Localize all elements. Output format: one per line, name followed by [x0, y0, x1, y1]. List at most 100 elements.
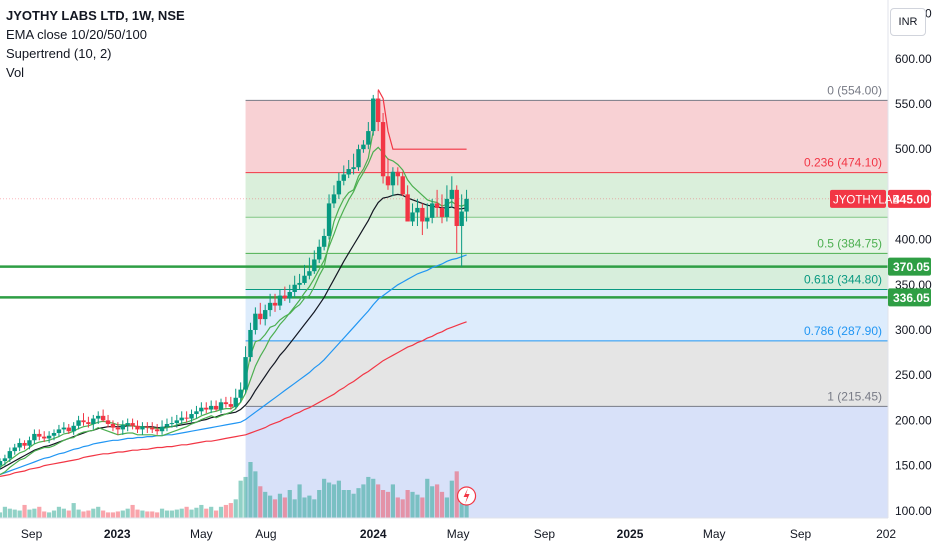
time-axis-tick-label: 2023 [104, 527, 131, 541]
candle-body [194, 411, 199, 415]
lightning-bolt-glyph [463, 488, 470, 504]
volume-bar [248, 462, 253, 518]
fib-zone-0 [245, 100, 889, 173]
candle-body [12, 447, 17, 452]
candle-body [400, 176, 405, 195]
volume-bar [361, 484, 366, 518]
volume-bar [272, 499, 278, 518]
candle-body [390, 171, 396, 186]
candle-body [22, 442, 27, 446]
volume-bar [439, 491, 445, 518]
currency-button[interactable]: INR [890, 8, 926, 36]
volume-bar [42, 511, 47, 518]
volume-bar [189, 509, 194, 518]
volume-bar [110, 512, 116, 518]
volume-bar [410, 491, 415, 518]
volume-bar [218, 506, 224, 518]
candle-body [71, 425, 76, 432]
volume-bar [253, 471, 258, 518]
support-price-tag-label-1: 336.05 [893, 291, 930, 305]
volume-bar [444, 497, 450, 518]
candle-body [282, 295, 288, 299]
volume-bar [86, 510, 91, 518]
current-price-tag [888, 189, 931, 208]
fib-zone-0.786 [245, 340, 889, 407]
fib-zone-below-1 [245, 406, 889, 518]
candle-body [405, 194, 410, 222]
volume-bar [135, 509, 140, 518]
volume-bar [434, 484, 440, 518]
indicator-supertrend[interactable]: Supertrend (10, 2) [6, 46, 112, 61]
volume-bar [282, 497, 287, 518]
candle-body [184, 417, 189, 419]
volume-bar [356, 488, 361, 518]
time-axis-tick-label: Aug [255, 527, 276, 541]
volume-bar [346, 490, 351, 518]
volume-bar [2, 506, 8, 518]
price-axis-tick-label: 250.00 [895, 368, 932, 382]
candle-body [115, 427, 121, 430]
candle-body [238, 389, 243, 398]
volume-bar [464, 493, 469, 518]
volume-bar [7, 508, 12, 518]
volume-bar [199, 504, 204, 518]
volume-bar [164, 510, 170, 518]
candle-body [336, 180, 342, 195]
supertrend-down-line [377, 89, 467, 150]
candle-body [86, 422, 91, 424]
ema10-line [0, 146, 467, 468]
volume-bar [366, 476, 371, 518]
indicator-ema[interactable]: EMA close 10/20/50/100 [6, 27, 147, 42]
time-axis-tick-label: May [703, 527, 726, 541]
candle-body [321, 235, 327, 247]
candle-body [150, 427, 155, 430]
fib-label-1: 1 (215.45) [827, 389, 882, 403]
fib-label-0.236: 0.236 (474.10) [804, 156, 882, 170]
volume-bar [233, 499, 238, 518]
candle-body [243, 357, 248, 390]
indicator-volume[interactable]: Vol [6, 65, 25, 80]
candle-body [42, 436, 47, 439]
supertrend-up-line [0, 130, 374, 476]
fib-label-0.5: 0.5 (384.75) [817, 236, 882, 250]
volume-bar [27, 509, 32, 518]
candle-body [81, 420, 86, 423]
volume-bar [169, 510, 174, 518]
candle-body [105, 420, 111, 424]
ema50-line [0, 254, 467, 476]
candle-body [218, 402, 224, 410]
candle-body [459, 211, 464, 227]
candle-body [464, 198, 469, 212]
volume-bar [91, 508, 96, 518]
candle-body [204, 407, 209, 410]
volume-bar [174, 509, 179, 518]
symbol-tag-label: JYOTHYLAB [833, 194, 900, 206]
volume-bar [287, 490, 292, 518]
candle-body [7, 451, 13, 459]
volume-bar [331, 484, 337, 518]
candle-body [326, 203, 332, 236]
price-axis-tick-label: 350.00 [895, 278, 932, 292]
time-axis-tick-label: 2025 [617, 527, 644, 541]
candle-body [410, 212, 415, 222]
chart-title[interactable]: JYOTHY LABS LTD, 1W, NSE [6, 8, 185, 23]
volume-bar [145, 511, 150, 518]
time-axis-tick-label: Sep [790, 527, 812, 541]
candle-body [145, 426, 150, 428]
volume-bar [96, 506, 101, 518]
volume-bar [459, 503, 464, 518]
candle-body [341, 174, 346, 181]
volume-bar [263, 491, 268, 518]
candle-body [385, 176, 391, 186]
time-axis-background [0, 518, 932, 550]
candle-body [51, 433, 57, 436]
volume-bar [341, 490, 346, 518]
volume-bar [312, 499, 317, 518]
volume-bar [130, 504, 135, 518]
volume-bar [213, 510, 219, 518]
candle-body [272, 302, 278, 306]
volume-bar [125, 508, 130, 518]
candle-body [317, 246, 322, 260]
